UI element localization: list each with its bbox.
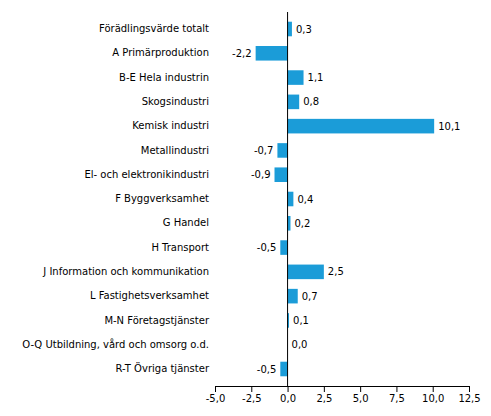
x-tick: 12,5	[458, 386, 480, 404]
data-labels: 0,3 -2,2 1,1 0,8 10,1 -0,7 -0,9 0,4 0,2 -0,5 2,5 0,…	[232, 24, 460, 375]
x-tick-label: 7,5	[389, 393, 405, 404]
x-tick: -2,5	[242, 386, 262, 404]
y-tick: Metallindustri	[141, 145, 215, 156]
y-tick-label: Kemisk industri	[132, 120, 209, 131]
y-tick-label: J Information och kommunikation	[42, 266, 209, 277]
data-label: 0,1	[293, 315, 309, 326]
bar	[288, 22, 292, 37]
x-axis: -5,0 -2,5 0,0 2,5 5,0 7,5 10,0 12,5	[206, 386, 481, 404]
y-tick: B-E Hela industrin	[119, 72, 215, 83]
data-label: 0,2	[294, 218, 310, 229]
y-tick-label: G Handel	[163, 217, 209, 228]
bar	[288, 289, 298, 304]
y-tick: Kemisk industri	[132, 120, 215, 131]
x-tick: 0,0	[280, 386, 296, 404]
x-tick: 5,0	[353, 386, 369, 404]
y-tick-label: L Fastighetsverksamhet	[90, 290, 209, 301]
bar	[256, 46, 288, 61]
data-label: -0,5	[257, 242, 277, 253]
bar	[275, 167, 288, 182]
y-tick-label: B-E Hela industrin	[119, 72, 209, 83]
x-tick-label: 2,5	[316, 393, 332, 404]
bar	[288, 70, 304, 85]
x-tick-mark	[433, 386, 434, 392]
chart: -5,0 -2,5 0,0 2,5 5,0 7,5 10,0 12,5 Förädlingsvä…	[0, 0, 491, 416]
data-label: 1,1	[308, 72, 324, 83]
x-tick: 2,5	[316, 386, 332, 404]
data-label: 0,3	[296, 24, 312, 35]
x-tick-mark	[251, 386, 252, 392]
y-tick-label: Skogsindustri	[142, 96, 209, 107]
y-tick-label: Förädlingsvärde totalt	[99, 23, 209, 34]
y-tick-label: Metallindustri	[141, 145, 209, 156]
bar	[288, 95, 300, 110]
bar	[280, 362, 287, 377]
y-tick: A Primärproduktion	[112, 47, 215, 58]
x-tick-mark	[360, 386, 361, 392]
bar	[288, 192, 294, 207]
x-tick-label: -2,5	[242, 393, 262, 404]
data-label: 0,7	[302, 291, 318, 302]
y-tick-label: M-N Företagstjänster	[104, 315, 210, 326]
y-tick: M-N Företagstjänster	[104, 315, 215, 326]
bar	[280, 240, 287, 255]
x-tick-mark	[324, 386, 325, 392]
bar	[277, 143, 287, 158]
baseline	[287, 12, 288, 386]
y-tick: El- och elektronikindustri	[84, 169, 215, 180]
y-tick: Förädlingsvärde totalt	[99, 23, 215, 34]
x-tick-label: 10,0	[422, 393, 444, 404]
x-tick-mark	[215, 386, 216, 392]
bar	[288, 265, 324, 280]
data-label: 0,4	[297, 194, 313, 205]
y-tick: R-T Övriga tjänster	[116, 362, 215, 374]
x-tick: -5,0	[206, 386, 226, 404]
y-tick: L Fastighetsverksamhet	[90, 290, 215, 301]
x-tick-label: -5,0	[206, 393, 226, 404]
data-label: -2,2	[232, 48, 252, 59]
y-tick-label: El- och elektronikindustri	[84, 169, 209, 180]
plot: -5,0 -2,5 0,0 2,5 5,0 7,5 10,0 12,5 Förädlingsvä…	[22, 12, 480, 404]
y-tick: Skogsindustri	[142, 96, 215, 107]
x-tick-mark	[288, 386, 289, 392]
data-label: 0,0	[292, 339, 308, 350]
data-label: 10,1	[438, 121, 460, 132]
bars	[256, 22, 435, 377]
bar	[288, 119, 435, 134]
x-tick: 7,5	[389, 386, 405, 404]
data-label: -0,5	[257, 364, 277, 375]
y-tick: J Information och kommunikation	[42, 266, 215, 277]
x-tick-label: 12,5	[458, 393, 480, 404]
x-tick-label: 0,0	[280, 393, 296, 404]
y-tick: O-Q Utbildning, vård och omsorg o.d.	[22, 338, 215, 350]
x-tick-label: 5,0	[353, 393, 369, 404]
data-label: 0,8	[303, 96, 319, 107]
data-label: 2,5	[328, 266, 344, 277]
y-tick-label: R-T Övriga tjänster	[116, 362, 210, 374]
x-tick-mark	[396, 386, 397, 392]
x-tick: 10,0	[422, 386, 444, 404]
y-axis: Förädlingsvärde totalt A Primärproduktion…	[22, 23, 215, 374]
y-tick: H Transport	[151, 242, 215, 253]
data-label: -0,7	[254, 145, 274, 156]
x-tick-mark	[469, 386, 470, 392]
y-tick-label: A Primärproduktion	[112, 47, 209, 58]
y-tick: G Handel	[163, 217, 215, 228]
data-label: -0,9	[251, 169, 271, 180]
y-tick: F Byggverksamhet	[115, 193, 215, 204]
y-tick-label: F Byggverksamhet	[115, 193, 209, 204]
x-axis-line	[216, 387, 470, 393]
y-tick-label: H Transport	[151, 242, 209, 253]
y-tick-label: O-Q Utbildning, vård och omsorg o.d.	[22, 338, 209, 350]
